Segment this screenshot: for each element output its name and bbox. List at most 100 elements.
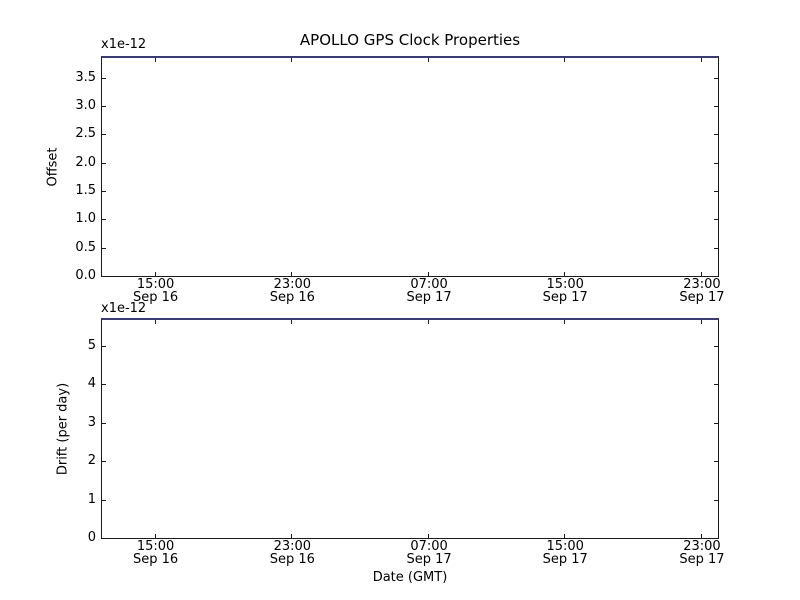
y-tick-mark [102, 422, 106, 424]
y-tick-label: 1.0 [75, 211, 96, 227]
x-tick-label: 07:00 Sep 17 [407, 540, 452, 566]
y-tick-label: 0.5 [75, 239, 96, 255]
x-tick-date: Sep 17 [406, 552, 452, 567]
y-tick-mark [714, 422, 718, 424]
x-tick-mark [291, 58, 293, 62]
y-tick-mark [714, 499, 718, 501]
y-tick-mark [714, 538, 718, 539]
x-tick-mark [564, 272, 566, 276]
x-tick-mark [291, 320, 293, 324]
x-tick-label: 15:00 Sep 17 [543, 540, 588, 566]
y-tick-mark [714, 106, 718, 108]
y-tick-mark [714, 345, 718, 347]
x-tick-mark [700, 272, 702, 276]
x-tick-label: 23:00 Sep 17 [679, 278, 724, 304]
x-tick-time: 23:00 [683, 277, 721, 292]
x-tick-mark [154, 272, 156, 276]
x-tick-mark [700, 320, 702, 324]
x-tick-time: 23:00 [273, 539, 312, 554]
x-tick-mark [700, 58, 702, 62]
y-axis-scale-multiplier-bottom: x1e-12 [101, 301, 147, 316]
x-tick-date: Sep 17 [406, 290, 452, 305]
y-tick-mark [714, 134, 718, 136]
x-tick-label: 07:00 Sep 17 [407, 278, 452, 304]
y-tick-label: 3.0 [75, 98, 96, 114]
x-tick-time: 15:00 [546, 277, 584, 292]
y-tick-mark [714, 77, 718, 79]
x-tick-time: 15:00 [136, 277, 175, 292]
x-tick-mark [700, 534, 702, 538]
y-tick-mark [102, 77, 106, 79]
y-tick-label: 2.5 [75, 126, 96, 142]
x-tick-mark [564, 320, 566, 324]
x-tick-label: 15:00 Sep 16 [133, 278, 178, 304]
x-tick-label: 15:00 Sep 17 [543, 278, 588, 304]
axes-drift-plot: 0 1 2 3 4 5 15:00 Sep 16 23:00 Sep 16 07:00 Sep 17 1… [88, 318, 725, 566]
x-tick-mark [428, 534, 430, 538]
x-tick-mark [154, 58, 156, 62]
y-axis-scale-multiplier-top: x1e-12 [101, 37, 147, 52]
x-tick-mark [154, 320, 156, 324]
y-tick-mark [102, 134, 106, 136]
y-tick-label: 1 [87, 491, 96, 507]
y-tick-label: 0 [87, 530, 96, 545]
x-tick-date: Sep 17 [679, 290, 725, 305]
y-tick-label: 3.5 [75, 69, 96, 85]
x-tick-label: 23:00 Sep 16 [270, 540, 315, 566]
y-axis-label-drift: Drift (per day) [55, 382, 71, 476]
x-tick-mark [291, 272, 293, 276]
y-tick-mark [102, 461, 106, 463]
y-tick-label: 5 [87, 337, 96, 353]
x-tick-mark [428, 272, 430, 276]
x-tick-time: 23:00 [273, 277, 312, 292]
y-tick-mark [714, 276, 718, 277]
y-tick-mark [102, 247, 106, 249]
y-tick-label: 0.0 [75, 268, 96, 283]
y-tick-label: 1.5 [75, 183, 96, 199]
x-tick-mark [428, 320, 430, 324]
y-tick-label: 3 [87, 414, 96, 430]
axes-offset-plot: 0.0 0.5 1.0 1.5 2.0 2.5 3.0 3.5 15:00 Sep 16 23:00… [75, 56, 725, 304]
x-tick-label: 23:00 Sep 16 [270, 278, 315, 304]
y-tick-mark [102, 106, 106, 108]
x-tick-date: Sep 16 [269, 552, 315, 567]
x-tick-mark [564, 58, 566, 62]
x-tick-mark [154, 534, 156, 538]
y-tick-mark [102, 191, 106, 193]
y-tick-mark [714, 384, 718, 386]
y-tick-mark [714, 461, 718, 463]
y-tick-mark [714, 219, 718, 221]
x-tick-time: 15:00 [546, 539, 584, 554]
x-tick-time: 23:00 [683, 539, 721, 554]
y-tick-label: 4 [87, 376, 96, 392]
y-axis-label-offset: Offset [45, 147, 61, 187]
x-axis-label: Date (GMT) [372, 570, 448, 585]
x-tick-label: 23:00 Sep 17 [679, 540, 724, 566]
x-tick-date: Sep 17 [542, 552, 588, 567]
y-tick-mark [714, 191, 718, 193]
x-tick-date: Sep 16 [269, 290, 315, 305]
x-tick-date: Sep 17 [542, 290, 588, 305]
y-tick-mark [102, 162, 106, 164]
x-tick-date: Sep 16 [132, 290, 179, 305]
x-tick-label: 15:00 Sep 16 [133, 540, 178, 566]
x-tick-mark [291, 534, 293, 538]
y-tick-mark [102, 276, 106, 277]
chart-title: APOLLO GPS Clock Properties [299, 31, 521, 49]
x-tick-date: Sep 16 [132, 552, 179, 567]
y-tick-mark [102, 345, 106, 347]
x-tick-time: 07:00 [410, 277, 448, 292]
x-tick-mark [564, 534, 566, 538]
x-tick-date: Sep 17 [679, 552, 725, 567]
x-tick-time: 07:00 [410, 539, 448, 554]
y-tick-label: 2 [87, 453, 96, 469]
y-tick-mark [714, 162, 718, 164]
y-tick-mark [102, 219, 106, 221]
y-tick-mark [102, 499, 106, 501]
y-tick-mark [102, 538, 106, 539]
y-tick-mark [102, 384, 106, 386]
y-tick-label: 2.0 [75, 154, 96, 170]
y-tick-mark [714, 247, 718, 249]
x-tick-mark [428, 58, 430, 62]
